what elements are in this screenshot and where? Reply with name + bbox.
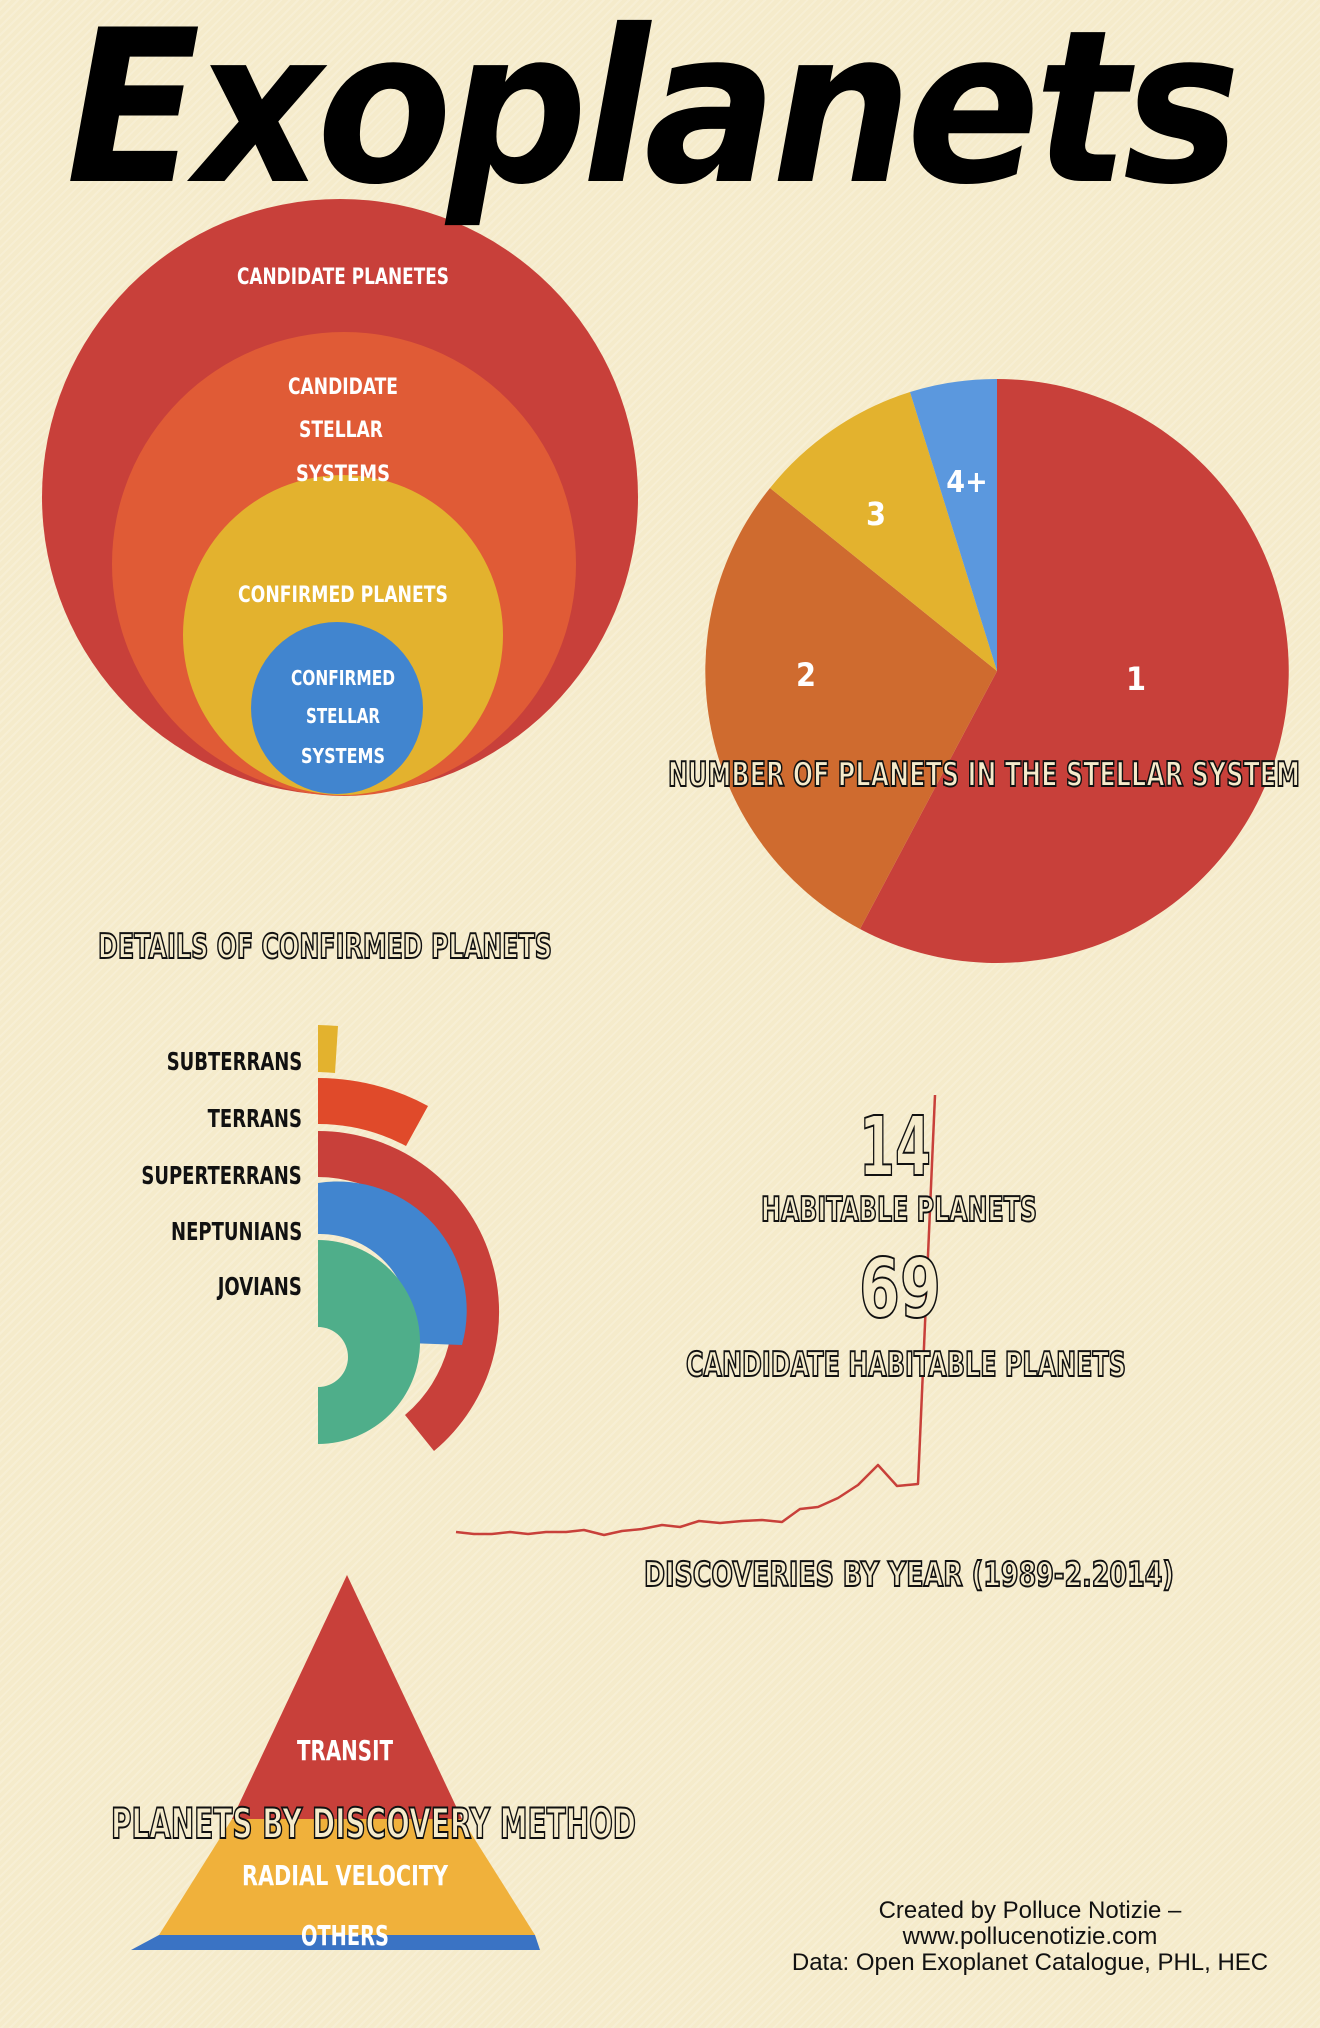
circle-confirmed-systems [251, 622, 423, 794]
page-title: Exoplanets [66, 0, 1241, 231]
label-candidate-systems-1: CANDIDATE [288, 375, 398, 400]
pie-label-2: 2 [796, 656, 816, 694]
credits-author: Created by Polluce Notizie – [878, 1897, 1182, 1924]
habitable-stats: 14 HABITABLE PLANETS 69 CANDIDATE HABITA… [97, 926, 1175, 1596]
candidate-label: CANDIDATE HABITABLE PLANETS [686, 1345, 1126, 1385]
pie-title: NUMBER OF PLANETS IN THE STELLAR SYSTEM [668, 755, 1300, 795]
credits-data-sources: Data: Open Exoplanet Catalogue, PHL, HEC [791, 1949, 1269, 1976]
pyramid-label-others: OTHERS [301, 1919, 389, 1952]
credits-website[interactable]: www.pollucenotizie.com [902, 1923, 1158, 1950]
pie-label-4plus: 4+ [946, 465, 987, 500]
discoveries-line [455, 1094, 937, 1537]
pie-chart: 1 2 3 4+ NUMBER OF PLANETS IN THE STELLA… [667, 378, 1301, 963]
radial-chart-title: DETAILS OF CONFIRMED PLANETS [98, 927, 552, 967]
line-chart-title: DISCOVERIES BY YEAR (1989-2.2014) [644, 1555, 1174, 1595]
label-confirmed-systems-3: SYSTEMS [301, 744, 385, 768]
category-neptunians: NEPTUNIANS [170, 1217, 302, 1246]
habitable-count: 14 [859, 1100, 931, 1195]
category-subterrans: SUBTERRANS [166, 1047, 302, 1076]
category-superterrans: SUPERTERRANS [141, 1161, 302, 1190]
label-candidate-planets: CANDIDATE PLANETES [237, 265, 449, 290]
pyramid-chart: TRANSIT RADIAL VELOCITY OTHERS PLANETS B… [110, 1575, 637, 1952]
pyramid-radial-velocity [159, 1819, 535, 1935]
bar-terrans [318, 1078, 428, 1146]
line-chart [455, 1094, 937, 1537]
pyramid-transit [232, 1575, 462, 1819]
pie-label-1: 1 [1126, 660, 1146, 698]
pyramid-title: PLANETS BY DISCOVERY METHOD [111, 1799, 636, 1848]
pie-slice-3 [770, 392, 997, 671]
pie-slice-1 [860, 379, 1289, 963]
bar-superterrans [318, 1130, 500, 1451]
pie-label-3: 3 [866, 495, 886, 533]
candidate-count: 69 [859, 1242, 941, 1337]
label-confirmed-systems-2: STELLAR [306, 704, 380, 728]
pie-slice-2 [705, 488, 997, 929]
category-jovians: JOVIANS [217, 1272, 302, 1301]
category-terrans: TERRANS [207, 1104, 302, 1133]
credits: Created by Polluce Notizie – www.polluce… [760, 1898, 1300, 1976]
radial-bar-chart [318, 1025, 500, 1451]
pyramid-label-radial-velocity: RADIAL VELOCITY [242, 1859, 449, 1892]
pyramid-label-transit: TRANSIT [297, 1734, 394, 1767]
label-candidate-systems-3: SYSTEMS [296, 462, 390, 487]
habitable-label: HABITABLE PLANETS [761, 1190, 1037, 1230]
pyramid-others [131, 1935, 540, 1950]
label-confirmed-systems-1: CONFIRMED [291, 666, 395, 690]
bar-neptunians [318, 1181, 467, 1345]
bar-subterrans [318, 1025, 338, 1073]
bar-jovians [318, 1240, 420, 1444]
nested-circles-chart: CANDIDATE PLANETES CANDIDATE STELLAR SYS… [42, 199, 638, 796]
pie-slice-4plus [910, 378, 997, 671]
label-candidate-systems-2: STELLAR [299, 418, 383, 443]
label-confirmed-planets: CONFIRMED PLANETS [238, 583, 448, 608]
